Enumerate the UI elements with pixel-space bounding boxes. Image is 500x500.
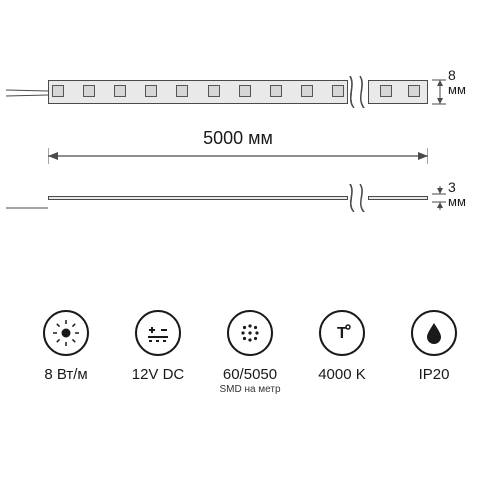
strip-segment — [48, 196, 348, 200]
lead-wires-icon — [6, 197, 48, 201]
strip-height-value: 8 — [448, 67, 456, 83]
led-chip — [380, 85, 392, 97]
led-chip — [83, 85, 95, 97]
led-chip — [332, 85, 344, 97]
dc-voltage-icon — [135, 310, 181, 356]
led-chip — [408, 85, 420, 97]
led-chip — [239, 85, 251, 97]
temperature-icon: T — [319, 310, 365, 356]
spec-power: 8 Вт/м — [22, 310, 110, 384]
brightness-icon — [43, 310, 89, 356]
spec-cct: T 4000 K — [298, 310, 386, 384]
strip-thickness-unit: мм — [448, 194, 466, 209]
led-strip-side-view — [48, 194, 428, 204]
break-mark-icon — [346, 184, 370, 212]
spec-ip: IP20 — [390, 310, 478, 384]
strip-height-label: 8 мм — [448, 68, 488, 97]
strip-thickness-value: 3 — [448, 179, 456, 195]
spec-density-sublabel: SMD на метр — [206, 384, 294, 396]
strip-thickness-label: 3 мм — [448, 180, 488, 209]
spec-row: 8 Вт/м 12V DC — [20, 310, 480, 396]
led-chip — [114, 85, 126, 97]
break-mark-icon — [346, 76, 370, 108]
spec-ip-label: IP20 — [390, 366, 478, 384]
droplet-icon — [411, 310, 457, 356]
spec-cct-label: 4000 K — [298, 366, 386, 384]
led-chip — [208, 85, 220, 97]
led-chip — [270, 85, 282, 97]
strip-segment — [368, 196, 428, 200]
strip-height-unit: мм — [448, 82, 466, 97]
spec-power-label: 8 Вт/м — [22, 366, 110, 384]
led-chip — [176, 85, 188, 97]
spec-density: 60/5050 SMD на метр — [206, 310, 294, 396]
spec-diagram: 8 мм 5000 мм — [0, 0, 500, 500]
led-density-icon — [227, 310, 273, 356]
led-strip-top-view — [48, 80, 428, 104]
spec-voltage-label: 12V DC — [114, 366, 202, 384]
lead-wires-icon — [6, 88, 48, 96]
led-chip — [145, 85, 157, 97]
spec-density-label: 60/5050 — [206, 366, 294, 384]
length-dimension: 5000 мм — [48, 128, 428, 164]
led-chip — [52, 85, 64, 97]
spec-voltage: 12V DC — [114, 310, 202, 384]
led-chip — [301, 85, 313, 97]
